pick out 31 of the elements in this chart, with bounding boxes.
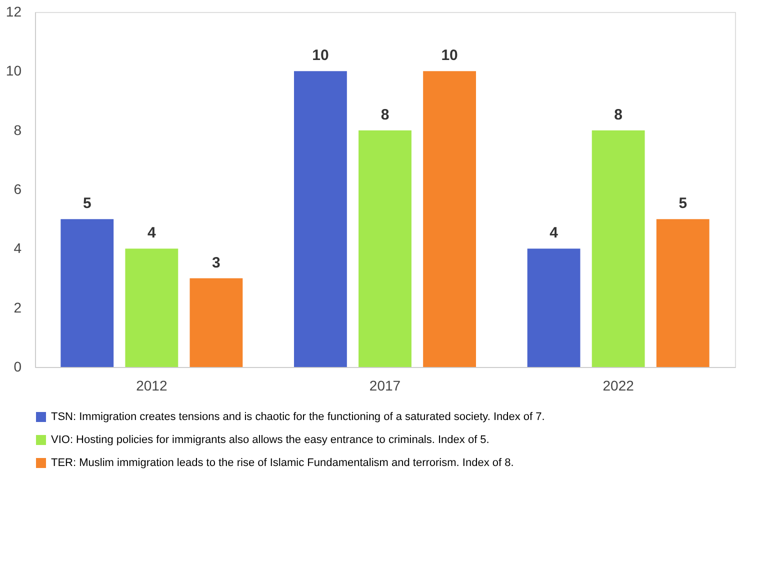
data-label: 8 [380, 106, 390, 124]
data-label: 10 [312, 47, 329, 64]
bar [592, 130, 645, 367]
bar [656, 219, 710, 367]
legend-label: VIO: Hosting policies for immigrants also allows the easy entrance to criminals. Index of 5. [51, 434, 490, 446]
bar [358, 130, 412, 367]
y-tick-label: 8 [14, 122, 22, 138]
bar [190, 278, 243, 367]
y-tick-label: 10 [6, 62, 22, 79]
y-tick-label: 12 [6, 4, 22, 20]
legend-label: TER: Muslim immigration leads to the rise of Islamic Fundamentalism and terrorism. Index of 8. [51, 457, 514, 469]
data-label: 3 [212, 254, 220, 272]
y-tick-label: 4 [14, 240, 22, 256]
x-tick-label: 2012 [136, 378, 168, 394]
bar [294, 71, 347, 367]
data-label: 5 [82, 195, 92, 212]
data-label: 8 [614, 106, 623, 124]
x-tick-label: 2022 [602, 378, 634, 394]
bar [125, 248, 178, 367]
y-tick-label: 2 [14, 299, 22, 316]
data-label: 10 [441, 47, 458, 64]
data-label: 4 [550, 224, 559, 242]
x-tick-label: 2017 [369, 378, 401, 394]
data-label: 4 [147, 224, 156, 242]
bar [60, 219, 114, 367]
bar [527, 248, 580, 367]
y-tick-label: 6 [14, 181, 22, 197]
y-tick-label: 0 [14, 358, 22, 374]
legend-label: TSN: Immigration creates tensions and is chaotic for the functioning of a saturated society. Index of 7. [51, 411, 545, 423]
data-label: 5 [678, 195, 688, 212]
bar [423, 71, 476, 367]
